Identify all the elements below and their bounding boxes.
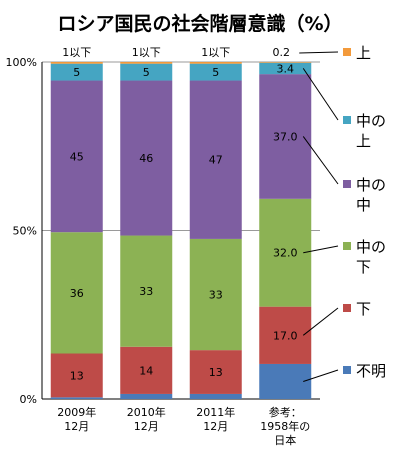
bar-segment [50,353,103,398]
bar-segment [120,63,173,81]
data-label: 14 [139,364,153,377]
data-label: 17.0 [273,329,298,342]
bar-segment [50,397,103,399]
bar-segment [120,80,173,236]
data-labels: 13 36 45 5 1以下 14 33 46 5 1以下 13 33 47 5 1以下 17.0 32.0 37… [62,46,297,382]
data-label: 13 [209,366,223,379]
chart-title: ロシア国民の社会階層意識（%） [57,12,342,35]
bar-segment [259,198,312,307]
x-tick-label: 12月 [203,420,228,433]
legend-label: 上 [356,44,371,62]
legend-label: 中の [356,176,386,194]
bar-segment [259,62,312,75]
legend-leader-line [303,369,339,382]
bar-segment [189,62,242,64]
data-label: 32.0 [273,247,298,260]
bar-segment [50,63,103,81]
bar-segment [259,306,312,364]
data-label: 47 [209,154,223,167]
legend-leader-line [302,307,339,336]
legend-swatch [343,366,351,374]
y-tick-label: 50% [13,225,37,238]
legend-label: 下 [356,258,371,276]
data-label: 45 [70,150,84,163]
x-tick-label: 2009年 [57,405,96,419]
x-tick-label: 1958年の [260,419,310,433]
bar-segment [189,238,242,351]
data-label: 1以下 [201,46,230,59]
bar-segment [259,363,312,399]
legend-leader-line [299,51,339,54]
legend-leader-line [302,136,339,185]
data-label: 37.0 [273,130,298,143]
legend-swatch [343,116,351,124]
bar-segment [120,393,173,399]
legend-swatch [343,48,351,56]
legend-swatch [343,180,351,188]
data-label: 5 [212,66,219,79]
data-label: 33 [209,289,223,302]
legend-leader-line [303,245,339,254]
data-label: 5 [73,66,80,79]
legend-label: 中の [356,112,386,130]
bar-segment [189,63,242,81]
x-tick-label: 12月 [134,420,159,433]
bar-segment [120,235,173,347]
x-tick-label: 2010年 [127,405,166,419]
legend-label: 下 [356,300,371,318]
x-tick-label: 参考： [269,405,302,419]
y-tick-label: 0% [20,393,37,406]
legend-label: 上 [356,132,371,150]
y-tick-label: 100% [6,56,37,69]
data-label: 36 [70,287,84,300]
bar-segment [120,62,173,64]
data-label: 1以下 [132,46,161,59]
bar-segment [50,80,103,233]
bar-segment [259,74,312,199]
data-label: 33 [139,285,153,298]
legend-leader-line [302,68,339,121]
legend-label: 中 [356,196,371,214]
bar-segment [189,393,242,399]
data-label: 1以下 [62,46,91,59]
data-label: 5 [143,66,150,79]
data-label: 0.2 [273,46,291,59]
bars [50,62,312,399]
bar-segment [50,62,103,64]
x-tick-label: 日本 [274,433,296,447]
data-label: 13 [70,369,84,382]
x-tick-label: 2011年 [196,405,235,419]
bar-segment [120,346,173,394]
legend-label: 中の [356,238,386,256]
data-label: 46 [139,152,153,165]
x-tick-label: 12月 [64,420,89,433]
bar-segment [50,232,103,354]
bar-segment [189,350,242,394]
legend-swatch [343,304,351,312]
legend-label: 不明 [356,362,386,380]
legend-swatch [343,242,351,250]
bar-segment [259,62,312,63]
bar-segment [189,80,242,239]
data-label: 3.4 [277,62,295,75]
